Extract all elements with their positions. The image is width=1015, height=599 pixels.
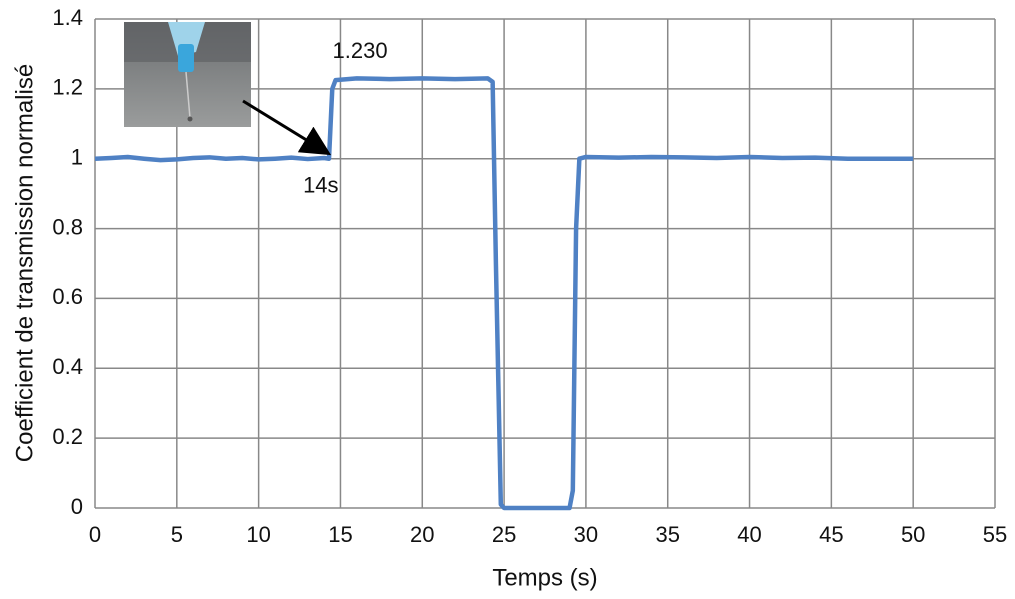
x-tick-label: 25 <box>492 522 516 547</box>
x-tick-label: 55 <box>983 522 1007 547</box>
y-tick-label: 1.4 <box>52 5 83 30</box>
y-tick-label: 0.8 <box>52 214 83 239</box>
y-tick-label: 0.6 <box>52 284 83 309</box>
annotation: 1.230 <box>333 38 388 63</box>
x-tick-label: 45 <box>819 522 843 547</box>
annotation: 14s <box>303 173 338 198</box>
data-line <box>94 76 914 511</box>
y-tick-label: 0.4 <box>52 354 83 379</box>
y-axis-label: Coefficient de transmission normalisé <box>11 64 38 462</box>
y-tick-label: 1 <box>71 145 83 170</box>
x-tick-label: 0 <box>89 522 101 547</box>
arrow <box>242 99 332 156</box>
plot: 0 0.2 0.4 0.6 0.8 1 1.2 1.4 0 5 10 15 20 25 30 35 40 45 50… <box>52 5 1007 547</box>
y-tick-label: 0.2 <box>52 424 83 449</box>
x-tick-label: 30 <box>574 522 598 547</box>
x-tick-label: 40 <box>737 522 761 547</box>
x-tick-label: 35 <box>655 522 679 547</box>
x-tick-label: 5 <box>171 522 183 547</box>
x-tick-label: 10 <box>246 522 270 547</box>
x-axis-label: Temps (s) <box>492 564 597 591</box>
x-tick-label: 15 <box>328 522 352 547</box>
inset-photo <box>124 22 251 127</box>
y-tick-label: 0 <box>71 494 83 519</box>
x-tick-label: 50 <box>901 522 925 547</box>
y-tick-label: 1.2 <box>52 75 83 100</box>
x-tick-label: 20 <box>410 522 434 547</box>
